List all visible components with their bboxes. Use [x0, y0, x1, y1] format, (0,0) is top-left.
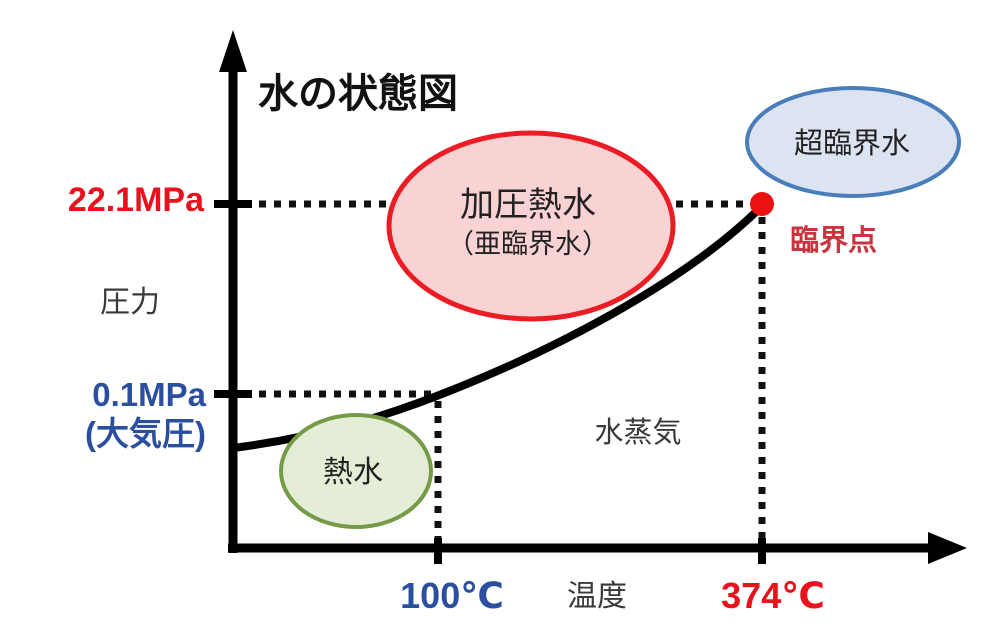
supercritical-water-label: 超臨界水 [794, 127, 910, 160]
y-tick-22mpa [214, 200, 252, 208]
critical-point-label: 臨界点 [790, 223, 877, 257]
y-axis-arrowhead [219, 30, 247, 72]
atmospheric-pressure-note: (大気圧) [85, 415, 206, 452]
y-tick-01mpa [214, 390, 252, 398]
x-axis-label: 温度 [567, 580, 627, 613]
y-axis-label: 圧力 [100, 286, 160, 319]
supercritical-water-ellipse [745, 86, 961, 198]
dotted-guides [244, 200, 766, 562]
steam-label: 水蒸気 [594, 416, 681, 449]
x-axis-arrowhead [928, 532, 967, 564]
x-axis-line [228, 543, 936, 553]
x-tick-374c [758, 538, 766, 564]
atmospheric-pressure-label: 0.1MPa [92, 376, 206, 413]
axes [214, 30, 967, 564]
boiling-temp-label: 100℃ [400, 575, 504, 616]
x-tick-100c [434, 538, 442, 564]
hot-water-ellipse [279, 413, 433, 529]
y-axis-line [228, 60, 238, 553]
pressurized-hot-water-label-line2: （亜臨界水） [447, 229, 609, 259]
hot-water-label: 熱水 [323, 456, 383, 489]
pressurized-hot-water-ellipse [386, 130, 676, 322]
pressurized-hot-water-label-line1: 加圧熱水 [460, 186, 596, 224]
critical-temp-label: 374℃ [721, 575, 825, 616]
critical-pressure-label: 22.1MPa [68, 181, 205, 219]
diagram-title: 水の状態図 [258, 72, 458, 116]
critical-point-dot [750, 192, 774, 216]
